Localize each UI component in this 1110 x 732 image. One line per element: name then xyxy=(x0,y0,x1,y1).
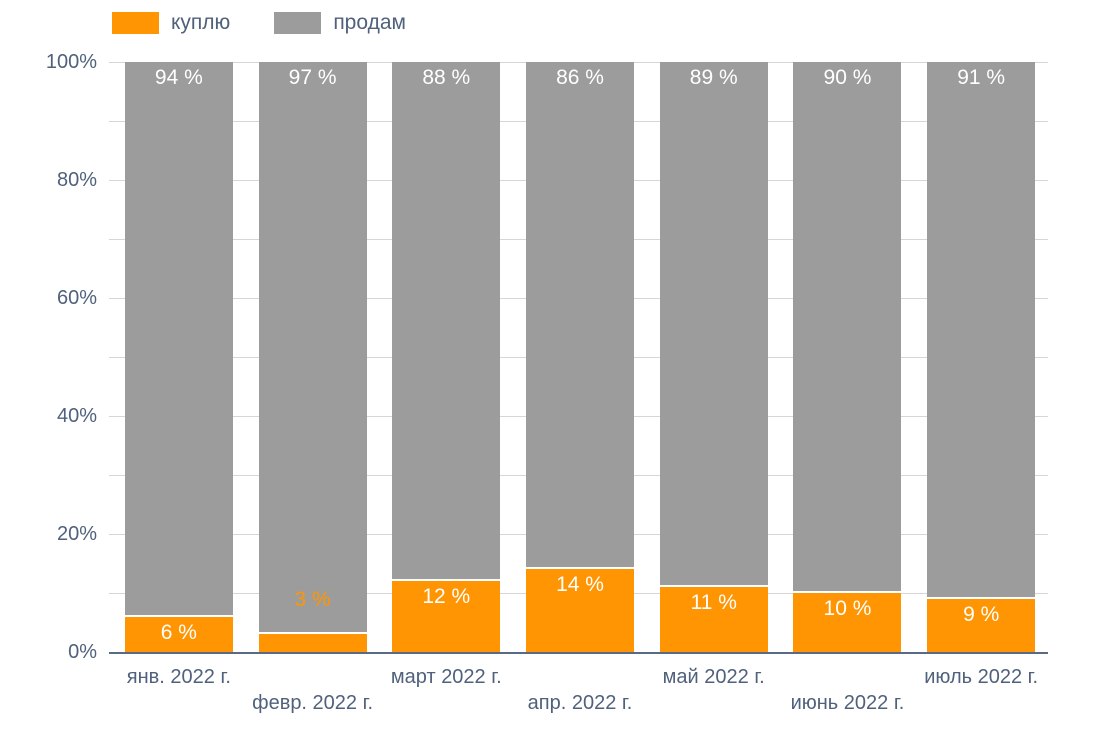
buy-value-label: 14 % xyxy=(556,573,604,597)
y-axis: 0% 20% 40% 60% 80% 100% xyxy=(0,0,97,732)
legend-label-sell: продам xyxy=(333,11,406,34)
sell-value-label: 97 % xyxy=(288,66,337,90)
stacked-bar-5: 89 % 11 % xyxy=(659,62,768,652)
x-tick-label-3: март 2022 г. xyxy=(390,666,502,688)
legend: куплю продам xyxy=(112,11,406,35)
bar-column-5: 89 % 11 % xyxy=(647,62,781,652)
sell-segment-1[interactable]: 94 % xyxy=(124,62,233,617)
x-axis: янв. 2022 г. февр. 2022 г. март 2022 г. апр… xyxy=(112,653,1048,732)
buy-segment-1[interactable]: 6 % xyxy=(124,616,233,652)
x-tick-label-5: май 2022 г. xyxy=(662,666,765,688)
stacked-bar-4: 86 % 14 % xyxy=(526,62,635,652)
legend-item-sell[interactable]: продам xyxy=(274,11,406,35)
bar-column-2: 97 % 3 % xyxy=(246,62,380,652)
sell-segment-6[interactable]: 90 % xyxy=(793,62,902,593)
x-tick-label-7: июль 2022 г. xyxy=(924,666,1039,688)
sell-segment-5[interactable]: 89 % xyxy=(659,62,768,588)
plot-area: 94 % 6 % 97 % 3 % 88 % 12 % 86 % 14 % 89 % 11 % 90… xyxy=(109,61,1048,654)
buy-value-label: 11 % xyxy=(690,591,737,615)
sell-segment-3[interactable]: 88 % xyxy=(392,62,501,582)
buy-value-label: 9 % xyxy=(963,602,1000,626)
sell-value-label: 88 % xyxy=(422,66,471,90)
bar-column-3: 88 % 12 % xyxy=(379,62,513,652)
buy-segment-2[interactable]: 3 % xyxy=(258,588,367,652)
bar-column-6: 90 % 10 % xyxy=(781,62,915,652)
legend-label-buy: куплю xyxy=(171,11,231,34)
y-tick-label-20: 20% xyxy=(56,523,97,545)
stacked-bar-7: 91 % 9 % xyxy=(927,62,1036,652)
buy-value-label: 12 % xyxy=(422,585,471,609)
buy-segment-7[interactable]: 9 % xyxy=(927,598,1036,652)
bar-column-4: 86 % 14 % xyxy=(513,62,647,652)
y-tick-label-60: 60% xyxy=(56,287,97,309)
sell-segment-2[interactable]: 97 % xyxy=(258,62,367,635)
y-tick-label-40: 40% xyxy=(56,405,97,427)
sell-value-label: 86 % xyxy=(556,66,604,90)
y-tick-label-100: 100% xyxy=(45,51,97,73)
buy-segment-6[interactable]: 10 % xyxy=(793,593,902,652)
x-tick-label-6: июнь 2022 г. xyxy=(790,692,905,714)
stacked-bar-3: 88 % 12 % xyxy=(392,62,501,652)
stacked-bar-6: 90 % 10 % xyxy=(793,62,902,652)
bar-column-1: 94 % 6 % xyxy=(112,62,246,652)
sell-segment-7[interactable]: 91 % xyxy=(927,62,1036,599)
buy-segment-4[interactable]: 14 % xyxy=(526,569,635,652)
sell-value-label: 90 % xyxy=(823,66,872,89)
y-tick-label-0: 0% xyxy=(68,641,97,663)
sell-value-label: 91 % xyxy=(957,66,1006,90)
buy-value-label: 10 % xyxy=(823,597,872,620)
buy-segment-5[interactable]: 11 % xyxy=(659,587,768,652)
x-tick-label-2: февр. 2022 г. xyxy=(252,692,374,714)
buy-segment-3[interactable]: 12 % xyxy=(392,581,501,652)
bar-column-7: 91 % 9 % xyxy=(914,62,1048,652)
y-tick-label-80: 80% xyxy=(56,169,97,191)
buy-value-label: 3 % xyxy=(294,588,331,612)
legend-item-buy[interactable]: куплю xyxy=(112,11,230,35)
legend-swatch-buy-icon xyxy=(112,12,159,34)
stacked-bar-2: 97 % 3 % xyxy=(258,62,367,652)
sell-value-label: 94 % xyxy=(154,66,203,90)
sell-segment-4[interactable]: 86 % xyxy=(526,62,635,570)
stacked-bar-1: 94 % 6 % xyxy=(124,62,233,652)
x-tick-label-4: апр. 2022 г. xyxy=(527,692,633,714)
legend-swatch-sell-icon xyxy=(274,12,322,34)
sell-value-label: 89 % xyxy=(689,66,738,90)
x-axis-line xyxy=(109,651,1048,654)
buy-value-label: 6 % xyxy=(160,620,197,644)
x-tick-label-1: янв. 2022 г. xyxy=(126,666,231,688)
